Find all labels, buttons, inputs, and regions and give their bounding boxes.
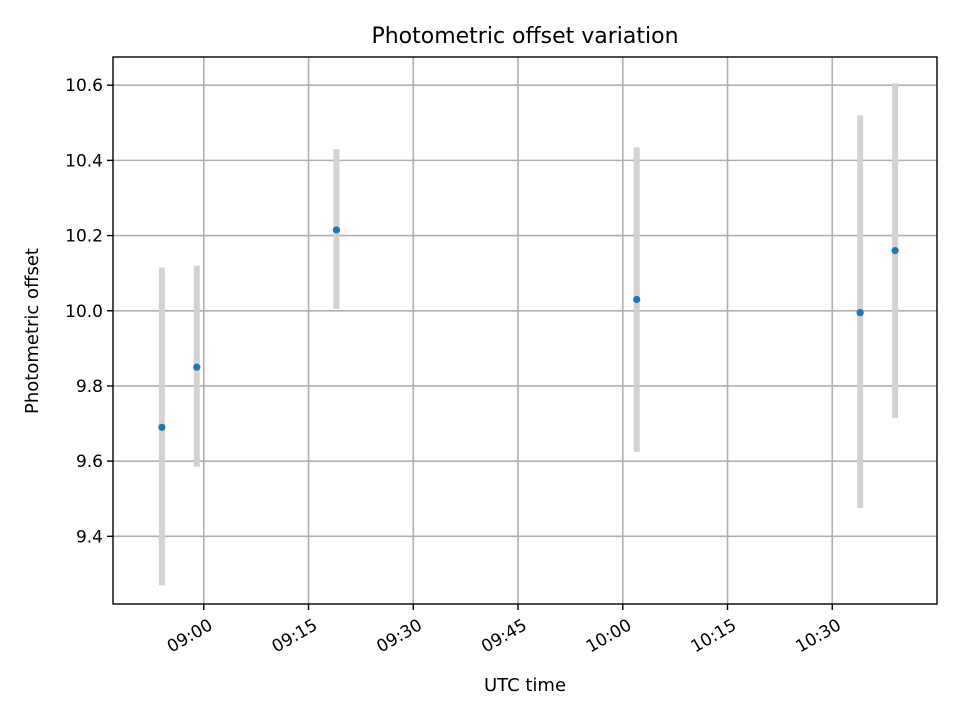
plot-frame [112,56,938,605]
y-tick-label: 10.6 [65,76,103,96]
y-tick-label: 9.8 [76,377,103,397]
y-tick-label: 10.2 [65,227,103,247]
y-tick-label: 9.6 [76,452,103,472]
x-axis: 09:00 09:15 09:30 09:45 10:00 10:15 10:30 [164,604,845,657]
error-bars [158,83,899,586]
x-tick-label: 09:45 [478,615,530,657]
x-axis-label: UTC time [484,675,566,696]
data-point [856,309,864,317]
grid [113,57,937,604]
y-tick-label: 10.0 [65,302,103,322]
data-point [193,363,201,371]
x-tick-label: 10:00 [583,615,635,657]
data-point [332,226,341,234]
y-axis: 9.4 9.6 9.8 10.0 10.2 10.4 10.6 [65,76,113,547]
data-point [158,423,166,431]
x-tick-label: 10:15 [688,615,740,657]
data-point [891,247,899,255]
x-tick-label: 09:00 [164,615,216,657]
data-points [158,226,899,431]
x-tick-label: 10:30 [792,615,844,657]
y-axis-label: Photometric offset [22,248,43,414]
chart-title: Photometric offset variation [371,24,678,49]
y-tick-label: 9.4 [76,527,103,547]
y-tick-label: 10.4 [65,151,103,171]
x-tick-label: 09:30 [373,615,425,657]
x-tick-label: 09:15 [269,615,321,657]
data-point [633,295,641,304]
